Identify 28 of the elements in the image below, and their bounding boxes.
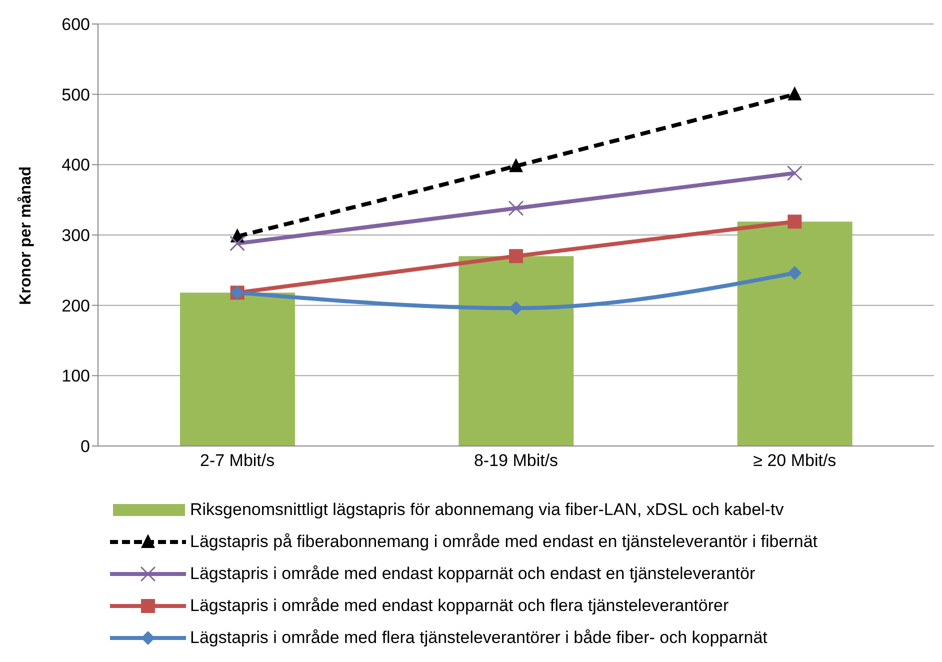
point bbox=[509, 249, 523, 264]
legend-label: Lägstapris i område med flera tjänsteleverantörer i både fiber- och kopparnät bbox=[190, 628, 768, 648]
y-tick-label: 0 bbox=[80, 437, 90, 456]
point bbox=[230, 236, 246, 252]
point bbox=[788, 266, 802, 280]
bar bbox=[458, 256, 574, 446]
y-tick-label: 500 bbox=[62, 85, 90, 104]
point bbox=[788, 214, 802, 229]
x-tick-label: 8-19 Mbit/s bbox=[474, 451, 558, 470]
point bbox=[509, 301, 523, 316]
x-tick-label: 2-7 Mbit/s bbox=[200, 451, 275, 470]
legend-label: Riksgenomsnittligt lägstapris för abonnemang via fiber-LAN, xDSL och kabel-tv bbox=[190, 500, 784, 520]
point bbox=[508, 200, 524, 216]
y-tick-label: 200 bbox=[62, 296, 90, 316]
y-tick-label: 300 bbox=[62, 226, 90, 246]
y-tick-label: 400 bbox=[62, 156, 90, 175]
y-tick-label: 600 bbox=[62, 15, 90, 34]
point bbox=[509, 158, 523, 172]
y-axis-title: Kronor per månad bbox=[16, 166, 35, 305]
legend-label: Lägstapris i område med endast kopparnät och endast en tjänsteleverantör bbox=[190, 564, 756, 584]
point bbox=[788, 86, 802, 100]
legend-label: Lägstapris på fiberabonnemang i område med endast en tjänsteleverantör i fibernät bbox=[190, 532, 818, 552]
bar bbox=[180, 292, 295, 446]
x-tick-label: ≥ 20 Mbit/s bbox=[753, 451, 836, 470]
legend-label: Lägstapris i område med endast kopparnät och flera tjänsteleverantörer bbox=[190, 596, 729, 616]
bar bbox=[737, 222, 852, 446]
point bbox=[786, 165, 802, 181]
y-tick-label: 100 bbox=[62, 366, 90, 386]
